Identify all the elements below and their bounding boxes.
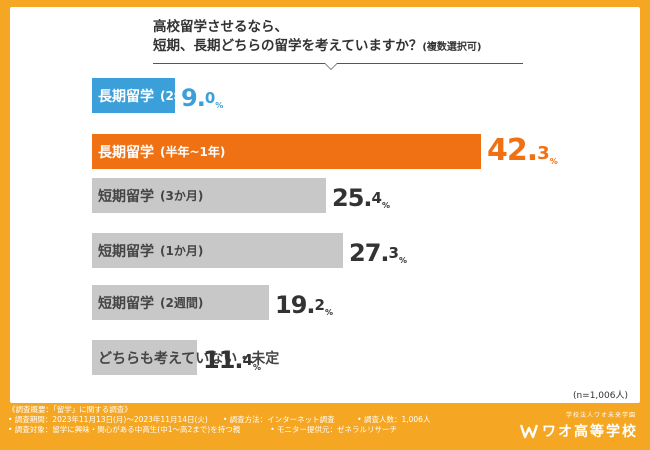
bar-label-2: 短期留学 (3か月) [98, 178, 203, 213]
bar-value-4: 19. 2% [275, 285, 333, 320]
bar-value-unit: % [398, 256, 407, 265]
bar-label-detail: (2年) [160, 89, 192, 103]
bar-label-detail: (2週間) [160, 296, 204, 310]
bar-value-dec: 2 [314, 296, 325, 314]
bar-value-unit: % [381, 201, 390, 210]
logo-name: ワオ高等学校 [542, 424, 638, 440]
bar-4: 短期留学 (2週間) 19. 2% [92, 285, 333, 320]
chart-title: 高校留学させるなら、 短期、長期どちらの留学を考えていますか？(複数選択可) [153, 18, 523, 57]
bar-value-int: 25. [332, 184, 373, 212]
bar-label-detail: (半年~1年) [160, 145, 226, 159]
bar-label-1: 長期留学 (半年~1年) [98, 134, 225, 169]
logo-main: ワオ高等学校 [520, 421, 640, 441]
bar-value-3: 27. 3% [349, 233, 407, 268]
title-note: (複数選択可) [422, 42, 482, 53]
bar-label-detail: (3か月) [160, 189, 204, 203]
bar-value-unit: % [215, 101, 224, 110]
logo-subtitle: 学校法人ワオ未来学園 [565, 412, 636, 419]
logo-w-icon [520, 424, 538, 439]
bar-value-int: 9. [181, 84, 206, 112]
title-line-1: 高校留学させるなら、 [153, 19, 288, 35]
bar-label-text: 短期留学 [98, 188, 154, 205]
bar-label-text: どちらも考えていない・未定 [98, 350, 280, 367]
title-line-2: 短期、長期どちらの留学を考えていますか？(複数選択可) [153, 37, 523, 57]
bar-1: 長期留学 (半年~1年) 42. 3% [92, 134, 558, 169]
bar-value-unit: % [324, 308, 333, 317]
bar-value-1: 42. 3% [487, 134, 558, 169]
bar-label-text: 短期留学 [98, 243, 154, 260]
bar-value-dec: 0 [204, 89, 215, 107]
title-underline [153, 63, 523, 64]
sample-size: (n=1,006人) [572, 391, 628, 401]
bar-0: 長期留学 (2年) 9. 0% [92, 78, 223, 113]
bar-value-int: 11. [203, 346, 244, 374]
bar-label-4: 短期留学 (2週間) [98, 285, 203, 320]
bar-value-int: 19. [275, 291, 316, 319]
bar-value-int: 42. [487, 133, 538, 168]
title-question: 短期、長期どちらの留学を考えていますか？ [153, 38, 423, 54]
bar-value-dec: 3 [388, 244, 399, 262]
bar-label-text: 短期留学 [98, 295, 154, 312]
bar-label-3: 短期留学 (1か月) [98, 233, 203, 268]
bar-value-0: 9. 0% [181, 78, 223, 113]
chart-card: 高校留学させるなら、 短期、長期どちらの留学を考えていますか？(複数選択可) 長… [10, 7, 640, 403]
title-notch-inner [325, 63, 337, 69]
school-logo: 学校法人ワオ未来学園 ワオ高等学校 [520, 410, 640, 441]
footer-line-2: • 調査期間：2023年11月13日(月)～2023年11月14日(火) • 調… [8, 415, 431, 424]
bar-value-unit: % [549, 157, 558, 166]
bar-value-int: 27. [349, 239, 390, 267]
bar-value-unit: % [252, 363, 261, 372]
bar-label-0: 長期留学 (2年) [98, 78, 191, 113]
bar-value-dec: 4 [242, 351, 253, 369]
bar-value-dec: 3 [537, 143, 549, 164]
bar-value-dec: 4 [371, 189, 382, 207]
footer-line-3: • 調査対象：留学に興味・関心がある中高生(中1～高2まで)を持つ親 • モニタ… [8, 425, 398, 434]
bar-2: 短期留学 (3か月) 25. 4% [92, 178, 390, 213]
bar-value-5: 11. 4% [203, 340, 261, 375]
bar-value-2: 25. 4% [332, 178, 390, 213]
bar-label-text: 長期留学 [98, 144, 154, 161]
survey-footer: 《調査概要：「留学」に関する調査》 • 調査期間：2023年11月13日(月)～… [8, 405, 478, 435]
bar-3: 短期留学 (1か月) 27. 3% [92, 233, 407, 268]
footer-line-1: 《調査概要：「留学」に関する調査》 [8, 405, 132, 414]
bar-label-detail: (1か月) [160, 244, 204, 258]
bar-label-text: 長期留学 [98, 88, 154, 105]
bar-5: どちらも考えていない・未定 11. 4% [92, 340, 279, 375]
bar-label-5: どちらも考えていない・未定 [98, 340, 279, 375]
